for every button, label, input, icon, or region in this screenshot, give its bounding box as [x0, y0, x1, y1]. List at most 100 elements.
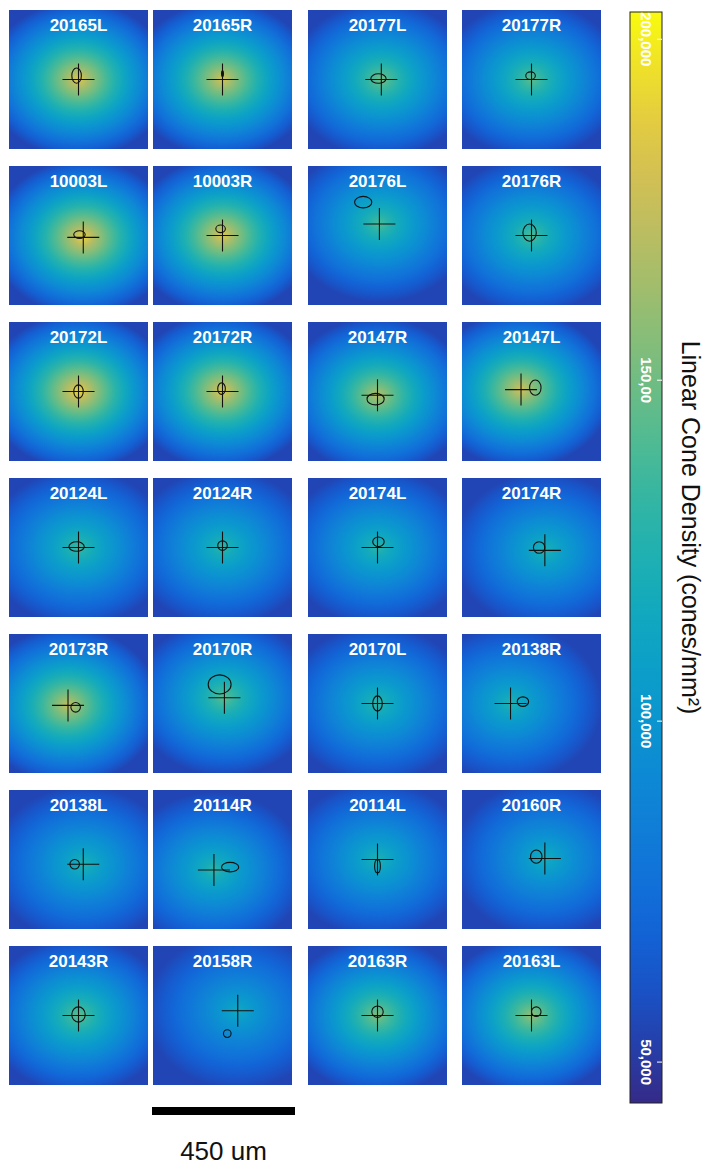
fit-ellipse [517, 697, 528, 707]
fit-ellipse [222, 71, 224, 77]
fit-ellipse [355, 196, 372, 207]
fit-ellipse [74, 231, 85, 239]
panel [462, 634, 601, 773]
cross-vertical [237, 995, 238, 1027]
panel [9, 166, 148, 305]
colorbar-tick [657, 721, 662, 722]
cross-vertical [222, 532, 223, 564]
panel [153, 166, 292, 305]
panel [153, 478, 292, 617]
panel [153, 634, 292, 773]
cross-vertical [510, 688, 511, 720]
cross-vertical [544, 843, 545, 875]
colorbar-tick [657, 39, 662, 40]
panel [9, 790, 148, 929]
panel-label: 20176R [502, 172, 562, 191]
density-map [308, 634, 447, 773]
panel [153, 10, 292, 149]
density-map [462, 10, 601, 149]
panel [9, 478, 148, 617]
panel [9, 10, 148, 149]
colorbar-tick-label: 50,000 [638, 1039, 655, 1085]
cross-vertical [67, 689, 68, 721]
density-map [153, 10, 292, 149]
fit-ellipse [208, 675, 231, 694]
scale-bar-label: 450 um [180, 1136, 267, 1166]
fit-ellipse [373, 537, 384, 547]
cross-vertical [377, 532, 378, 564]
fit-ellipse [530, 380, 541, 395]
panel-label: 20147L [503, 328, 561, 347]
density-map [9, 478, 148, 617]
panel [308, 10, 447, 149]
panel-label: 20124R [193, 484, 253, 503]
fit-ellipse [373, 696, 383, 711]
colorbar-tick-label: 150,00 [638, 357, 655, 403]
panel [9, 322, 148, 461]
fit-ellipse [72, 1007, 85, 1022]
panel-label: 20163R [348, 952, 408, 971]
fit-ellipse [375, 860, 381, 873]
fit-ellipse [216, 225, 226, 233]
cross-vertical [224, 682, 225, 714]
panel-label: 20165L [50, 16, 108, 35]
fit-ellipse [371, 74, 386, 84]
cross-vertical [531, 1000, 532, 1032]
panel-label: 10003L [50, 172, 108, 191]
density-map [308, 478, 447, 617]
panel [462, 322, 601, 461]
panel-label: 20160R [502, 796, 562, 815]
density-map [462, 166, 601, 305]
panel [153, 322, 292, 461]
panel-label: 20173R [49, 640, 109, 659]
panel [153, 790, 292, 929]
density-map [308, 322, 447, 461]
panel [308, 166, 447, 305]
fit-ellipse [70, 860, 80, 870]
panel-label: 20177R [502, 16, 562, 35]
panel [308, 634, 447, 773]
panel [308, 946, 447, 1085]
colorbar-tick-label: 100,000 [638, 694, 655, 748]
density-map [462, 946, 601, 1085]
scale-bar [152, 1107, 295, 1115]
fit-ellipse [367, 393, 384, 404]
cross-vertical [520, 374, 521, 406]
panel-label: 20176L [349, 172, 407, 191]
density-map [153, 634, 292, 773]
panel [9, 946, 148, 1085]
panel-label: 20172L [50, 328, 108, 347]
cross-vertical [213, 854, 214, 886]
fit-ellipse [531, 850, 542, 863]
panel-label: 20174L [349, 484, 407, 503]
density-map [462, 322, 601, 461]
fit-ellipse [72, 68, 82, 83]
cross-vertical [381, 64, 382, 96]
colorbar-tick [657, 1062, 662, 1063]
panel-label: 20158R [193, 952, 253, 971]
panel-label: 20124L [50, 484, 108, 503]
density-map [153, 946, 292, 1085]
density-map [153, 322, 292, 461]
panel-label: 20174R [502, 484, 562, 503]
cross-vertical [377, 688, 378, 720]
panel-label: 20114R [193, 796, 252, 815]
density-map [308, 790, 447, 929]
panel-label: 20170R [193, 640, 253, 659]
density-map [308, 10, 447, 149]
density-map [153, 792, 292, 929]
panel-label: 20177L [349, 16, 407, 35]
density-map [308, 166, 447, 302]
density-map [9, 10, 148, 149]
fit-ellipse [223, 1030, 231, 1038]
density-map [153, 478, 292, 617]
colorbar-tick [657, 380, 662, 381]
fit-ellipse [523, 224, 536, 241]
density-map [462, 790, 601, 929]
panel [462, 946, 601, 1085]
cross-vertical [78, 532, 79, 564]
fit-ellipse [222, 862, 239, 872]
panel [462, 166, 601, 305]
cross-vertical [83, 848, 84, 880]
density-map [462, 478, 601, 617]
